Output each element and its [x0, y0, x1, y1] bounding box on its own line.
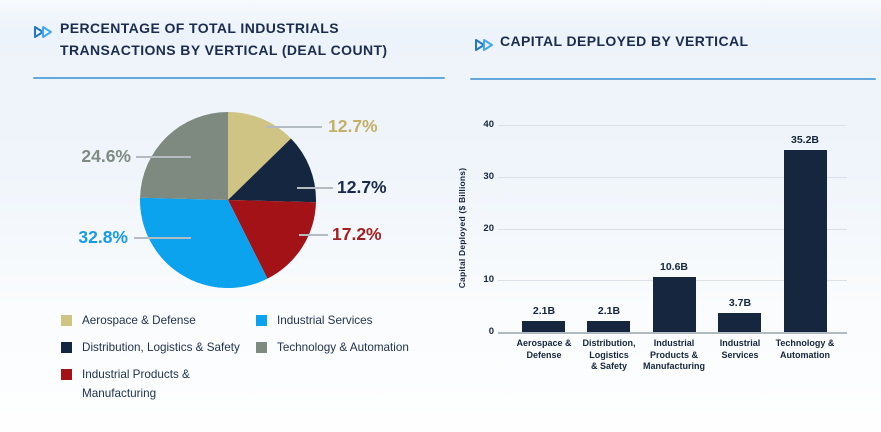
pie-slice — [228, 200, 316, 279]
legend-swatch — [256, 315, 267, 326]
bar-value-label: 3.7B — [728, 297, 752, 309]
pie-slice — [228, 112, 291, 200]
legend-swatch — [61, 342, 72, 353]
legend-label: Distribution, Logistics & Safety — [82, 341, 240, 354]
legend-swatch — [61, 369, 72, 380]
y-axis-tick-label: 40 — [483, 119, 494, 130]
bar-value-label: 2.1B — [597, 305, 621, 317]
bar — [522, 321, 565, 332]
pie-percentage-label: 12.7% — [337, 177, 387, 197]
legend-item: Technology & Automation — [256, 338, 426, 357]
y-axis-tick-label: 0 — [488, 326, 494, 337]
pie-legend-column-2: Industrial Services Technology & Automati… — [256, 311, 426, 357]
pie-leader-line — [266, 126, 322, 128]
legend-label: Aerospace & Defense — [82, 314, 196, 327]
pie-percentage-label: 24.6% — [81, 146, 131, 166]
bar-category-label: Industrial Services — [719, 338, 761, 360]
bar — [587, 321, 630, 332]
pie-chart-title-line2: TRANSACTIONS BY VERTICAL (DEAL COUNT) — [60, 42, 388, 58]
legend-item: Industrial Services — [256, 311, 426, 330]
legend-item: Aerospace & Defense — [61, 311, 241, 330]
left-title-divider — [33, 77, 445, 79]
legend-label: Technology & Automation — [277, 341, 409, 354]
legend-swatch — [61, 315, 72, 326]
pie-leader-line — [134, 237, 191, 239]
legend-swatch — [256, 342, 267, 353]
bar-chart-gridline — [498, 177, 847, 178]
pie-slice — [228, 138, 316, 203]
pie-chart-title-line1: PERCENTAGE OF TOTAL INDUSTRIALS — [60, 20, 339, 36]
pie-leader-line — [297, 187, 333, 189]
legend-label: Industrial Services — [277, 314, 373, 327]
pie-leader-line — [299, 234, 328, 236]
pie-slice — [140, 197, 268, 289]
pie-percentage-label: 17.2% — [332, 224, 382, 244]
fast-forward-icon — [475, 39, 493, 51]
y-axis-tick-label: 10 — [483, 274, 494, 285]
bar-category-label: Technology & Automation — [775, 338, 835, 360]
bar — [718, 313, 761, 332]
bar-value-label: 10.6B — [659, 261, 689, 273]
legend-item: Distribution, Logistics & Safety — [61, 338, 241, 357]
legend-label: Industrial Products & Manufacturing — [82, 368, 190, 400]
pie-legend-column-1: Aerospace & Defense Distribution, Logisti… — [61, 311, 241, 403]
bar-category-label: Distribution, Logistics & Safety — [582, 338, 636, 371]
bar-chart-gridline — [498, 125, 847, 126]
legend-item: Industrial Products & Manufacturing — [61, 365, 241, 403]
bar-chart-gridline — [498, 229, 847, 230]
bar — [784, 150, 827, 332]
bar-value-label: 2.1B — [532, 305, 556, 317]
y-axis-tick-label: 30 — [483, 171, 494, 182]
bar-category-label: Industrial Products & Manufacturing — [643, 338, 705, 371]
bar-category-label: Aerospace & Defense — [516, 338, 572, 360]
bar — [653, 277, 696, 332]
bar-chart-title: CAPITAL DEPLOYED BY VERTICAL — [500, 33, 749, 49]
pie-percentage-label: 32.8% — [78, 227, 128, 247]
bar-chart-x-axis-line — [498, 332, 847, 334]
y-axis-tick-label: 20 — [483, 223, 494, 234]
pie-leader-line — [136, 156, 191, 158]
right-title-divider — [470, 78, 876, 80]
bar-value-label: 35.2B — [790, 134, 820, 146]
pie-chart — [140, 112, 316, 289]
fast-forward-icon — [34, 26, 52, 38]
pie-chart-title: PERCENTAGE OF TOTAL INDUSTRIALS TRANSACT… — [60, 17, 387, 61]
pie-percentage-label: 12.7% — [328, 116, 378, 136]
